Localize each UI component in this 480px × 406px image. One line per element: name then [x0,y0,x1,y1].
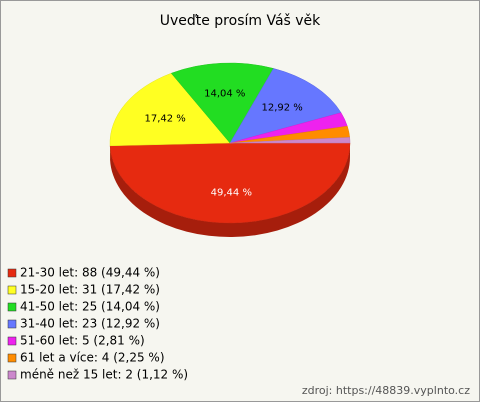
legend-swatch [8,320,16,328]
legend-label: méně než 15 let: 2 (1,12 %) [20,368,188,382]
source: zdroj: https://48839.vyplnto.cz [302,384,470,397]
slice-label: 14,04 % [204,89,245,100]
legend-label: 15-20 let: 31 (17,42 %) [20,283,160,297]
legend-swatch [8,286,16,294]
legend-swatch [8,371,16,379]
legend-swatch [8,337,16,345]
legend-label: 21-30 let: 88 (49,44 %) [20,266,160,280]
legend-swatch [8,303,16,311]
legend-swatch [8,269,16,277]
legend-label: 31-40 let: 23 (12,92 %) [20,317,160,331]
slice-label: 49,44 % [211,188,252,199]
legend-label: 41-50 let: 25 (14,04 %) [20,300,160,314]
slice-label: 12,92 % [261,103,302,114]
legend-label: 51-60 let: 5 (2,81 %) [20,334,145,348]
chart-title: Uveďte prosím Váš věk [160,13,321,29]
legend-swatch [8,354,16,362]
slice-label: 17,42 % [144,114,185,125]
legend-label: 61 let a více: 4 (2,25 %) [20,351,165,365]
